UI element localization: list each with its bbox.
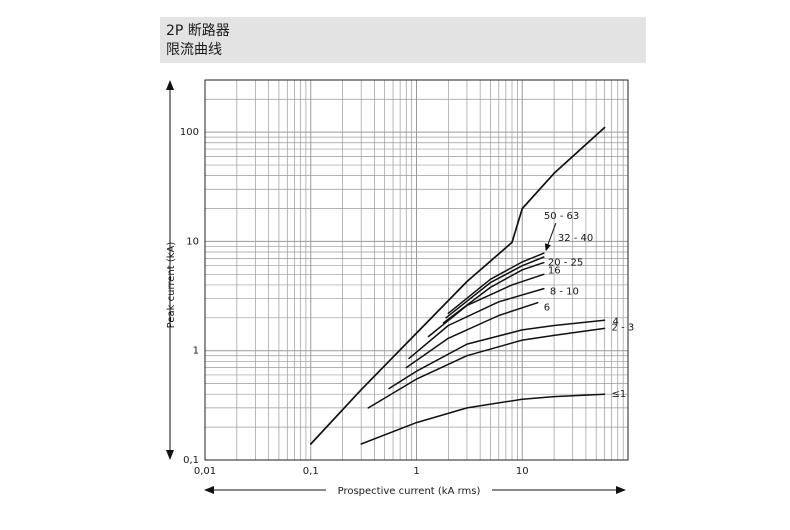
x-axis-arrow-head-right: [616, 486, 626, 494]
curve-line: [367, 327, 606, 409]
curve-label: 16: [548, 265, 561, 276]
chart-header: 2P 断路器 限流曲线: [160, 17, 646, 63]
x-tick-label: 10: [516, 466, 529, 477]
curve-label: 20 - 25: [548, 258, 583, 269]
curve-line: [360, 393, 606, 445]
plot-frame: [204, 79, 629, 461]
y-tick-label: 100: [180, 127, 199, 138]
chart-grid: [205, 80, 628, 460]
chart-title-line-2: 限流曲线: [166, 42, 222, 58]
y-tick-label: 10: [186, 236, 199, 247]
y-tick-label: 1: [193, 346, 199, 357]
y-axis-arrow-head-down: [166, 450, 174, 460]
curve-line: [309, 126, 606, 445]
label-leader-arrowhead: [544, 243, 551, 252]
chart-title-line-1: 2P 断路器: [166, 23, 230, 39]
curve-label: 50 - 63: [544, 211, 579, 222]
curve-label: 6: [544, 303, 550, 314]
curve-line: [408, 287, 545, 360]
curve-label: 8 - 10: [550, 287, 579, 298]
curves-layer: [309, 126, 606, 445]
curve-line: [405, 301, 539, 369]
y-tick-labels: 0,1 1 10 100: [180, 127, 199, 466]
curve-label: 4: [613, 316, 619, 327]
x-tick-labels: 0,01 0,1 1 10: [194, 466, 529, 477]
curve-label: 2 - 3: [612, 322, 635, 333]
x-axis-arrow-head-left: [204, 486, 214, 494]
y-axis-arrow-head-up: [166, 80, 174, 90]
y-tick-label: 0,1: [183, 455, 199, 466]
curve-line: [445, 256, 545, 319]
curve-line: [427, 273, 545, 338]
curve-line: [388, 319, 606, 390]
x-tick-label: 0,01: [194, 466, 216, 477]
x-axis-label: Prospective current (kA rms): [338, 486, 481, 497]
y-axis-label: Peak current (kA): [166, 242, 177, 329]
x-tick-label: 1: [413, 466, 419, 477]
curve-label: ≤1: [612, 389, 627, 400]
curve-label: 32 - 40: [558, 233, 593, 244]
curve-line: [447, 252, 545, 315]
x-tick-label: 0,1: [303, 466, 319, 477]
